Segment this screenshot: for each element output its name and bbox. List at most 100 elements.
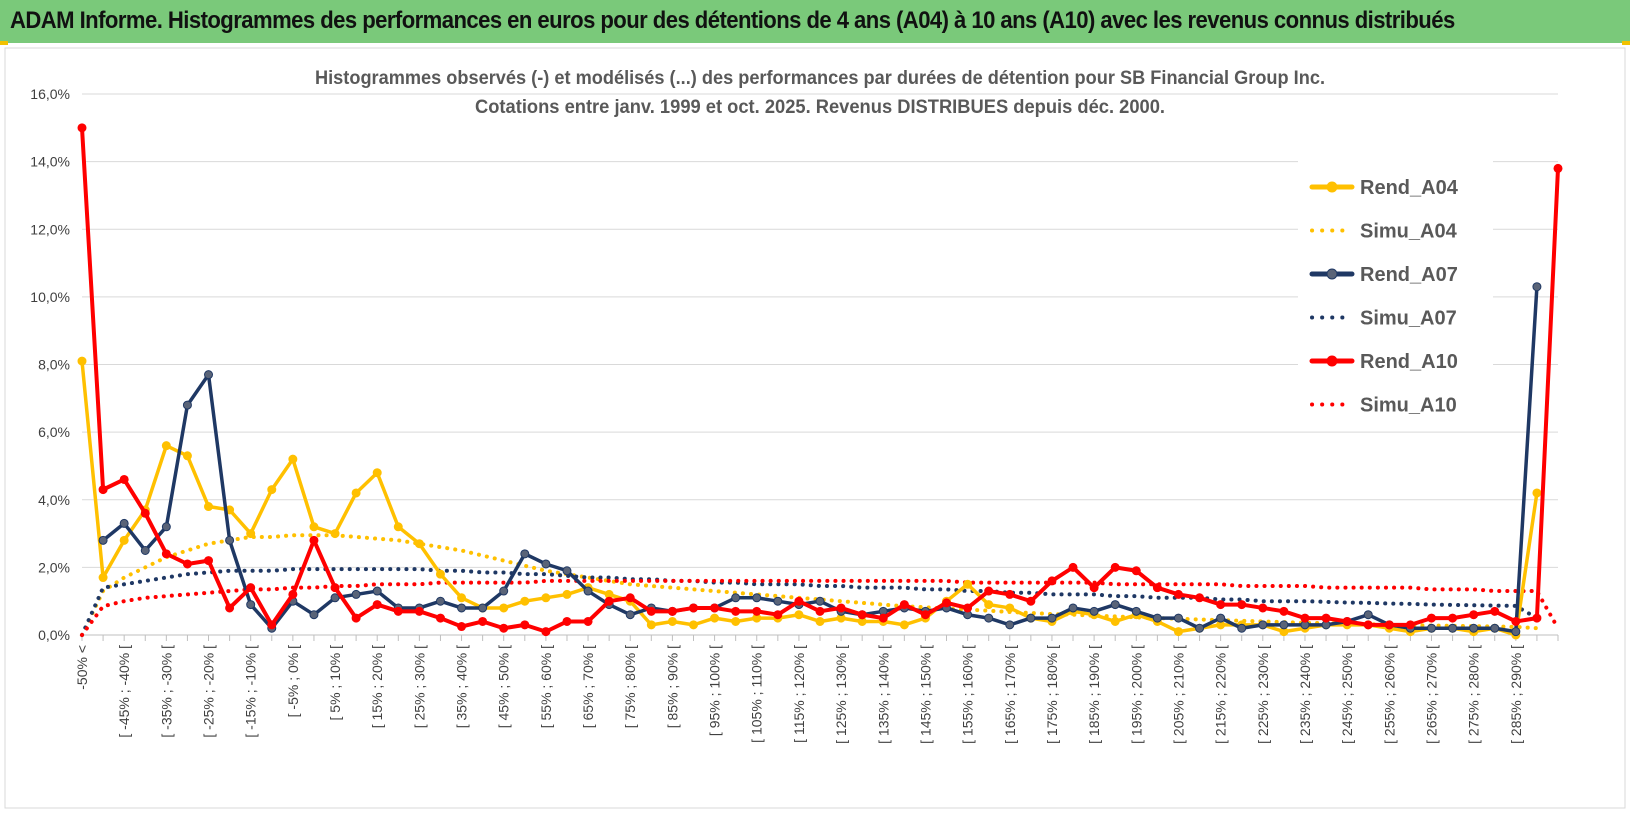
x-tick-label: [ 105% ; 110% [ [749,645,765,743]
data-point-rend-a04 [77,356,87,366]
data-point-rend-a04 [372,468,382,478]
data-point-rend-a10 [1342,616,1352,626]
data-point-rend-a10 [583,616,593,626]
y-tick-label: 14,0% [30,154,70,170]
data-point-rend-a10 [1005,589,1015,599]
data-point-rend-a10 [1089,583,1099,593]
legend-marker [1326,268,1338,280]
x-tick-label: [ 85% ; 90% [ [664,645,680,728]
data-point-rend-a10 [731,606,741,616]
data-point-rend-a10 [1363,620,1373,630]
x-tick-label: [ 115% ; 120% [ [791,645,807,743]
legend-label: Simu_A04 [1360,221,1458,243]
data-point-rend-a07 [499,586,509,596]
y-tick-label: 4,0% [38,492,70,508]
data-point-rend-a04 [435,569,445,579]
data-point-rend-a10 [1384,620,1394,630]
data-point-rend-a04 [794,610,804,620]
data-point-rend-a10 [246,583,256,593]
data-point-rend-a10 [1490,606,1500,616]
data-point-rend-a10 [1448,613,1458,623]
data-point-rend-a10 [1131,566,1141,576]
banner-title: ADAM Informe. Histogrammes des performan… [10,7,1455,34]
data-point-rend-a10 [899,600,909,610]
data-point-rend-a04 [1173,627,1183,637]
legend-box [1298,158,1493,428]
corner-accent-right [1622,41,1630,45]
x-tick-label: [ 15% ; 20% [ [369,645,385,728]
data-point-rend-a04 [330,529,340,539]
y-tick-label: 2,0% [38,559,70,575]
data-point-rend-a04 [161,441,171,451]
data-point-rend-a10 [288,589,298,599]
data-point-rend-a10 [1405,620,1415,630]
data-point-rend-a10 [351,613,361,623]
data-point-rend-a10 [1426,613,1436,623]
data-point-rend-a04 [1532,488,1542,498]
data-point-rend-a04 [119,535,129,545]
x-tick-label: [ 165% ; 170% [ [1002,645,1018,744]
data-point-rend-a10 [1532,613,1542,623]
data-point-rend-a10 [1321,613,1331,623]
data-point-rend-a10 [1173,589,1183,599]
data-point-rend-a07 [1448,623,1458,633]
data-point-rend-a07 [98,535,108,545]
data-point-rend-a04 [667,616,677,626]
data-point-rend-a07 [1089,606,1099,616]
data-point-rend-a07 [1131,606,1141,616]
data-point-rend-a04 [1110,616,1120,626]
data-point-rend-a10 [161,549,171,559]
data-point-rend-a10 [77,123,87,133]
data-point-rend-a07 [773,596,783,606]
legend-label: Rend_A04 [1360,177,1459,199]
data-point-rend-a07 [1258,620,1268,630]
data-point-rend-a04 [246,529,256,539]
data-point-rend-a07 [984,613,994,623]
data-point-rend-a07 [351,589,361,599]
x-tick-label: -50% < [74,645,90,690]
x-tick-label: [ 255% ; 260% [ [1381,645,1397,744]
series-line-rend-a04 [80,359,1539,637]
chart-subtitle: Cotations entre janv. 1999 et oct. 2025.… [475,97,1165,118]
data-point-rend-a07 [457,603,467,613]
data-point-rend-a10 [1068,562,1078,572]
data-point-rend-a07 [246,600,256,610]
data-point-rend-a07 [562,566,572,576]
data-point-rend-a10 [667,606,677,616]
data-point-rend-a10 [478,616,488,626]
data-point-rend-a04 [688,620,698,630]
title-banner: ADAM Informe. Histogrammes des performan… [0,0,1630,43]
x-tick-label: [ 55% ; 60% [ [538,645,554,728]
x-tick-label: [ -45% ; -40% [ [116,645,132,738]
data-point-rend-a04 [541,593,551,603]
x-tick-label: [ 5% ; 10% [ [327,645,343,721]
data-point-rend-a07 [1005,620,1015,630]
data-point-rend-a10 [984,586,994,596]
data-point-rend-a04 [963,579,973,589]
x-tick-label: [ 65% ; 70% [ [580,645,596,728]
data-point-rend-a04 [520,596,530,606]
data-point-rend-a07 [731,593,741,603]
x-tick-label: [ 215% ; 220% [ [1213,645,1229,744]
data-point-rend-a10 [878,613,888,623]
data-point-rend-a10 [562,616,572,626]
data-point-rend-a10 [773,610,783,620]
legend-label: Rend_A07 [1360,264,1458,286]
data-point-rend-a04 [288,454,298,464]
x-tick-label: [ 175% ; 180% [ [1044,645,1060,744]
data-point-rend-a10 [309,535,319,545]
chart-title: Histogrammes observés (-) et modélisés (… [315,68,1325,89]
data-point-rend-a04 [393,522,403,532]
data-point-rend-a10 [604,596,614,606]
data-point-rend-a07 [330,593,340,603]
data-point-rend-a07 [1152,613,1162,623]
data-point-rend-a10 [794,596,804,606]
x-tick-label: [ 185% ; 190% [ [1086,645,1102,744]
data-point-rend-a10 [98,485,108,495]
data-point-rend-a10 [1279,606,1289,616]
data-point-rend-a04 [562,589,572,599]
data-point-rend-a07 [1532,282,1542,292]
data-point-rend-a10 [119,474,129,484]
data-point-rend-a10 [752,606,762,616]
